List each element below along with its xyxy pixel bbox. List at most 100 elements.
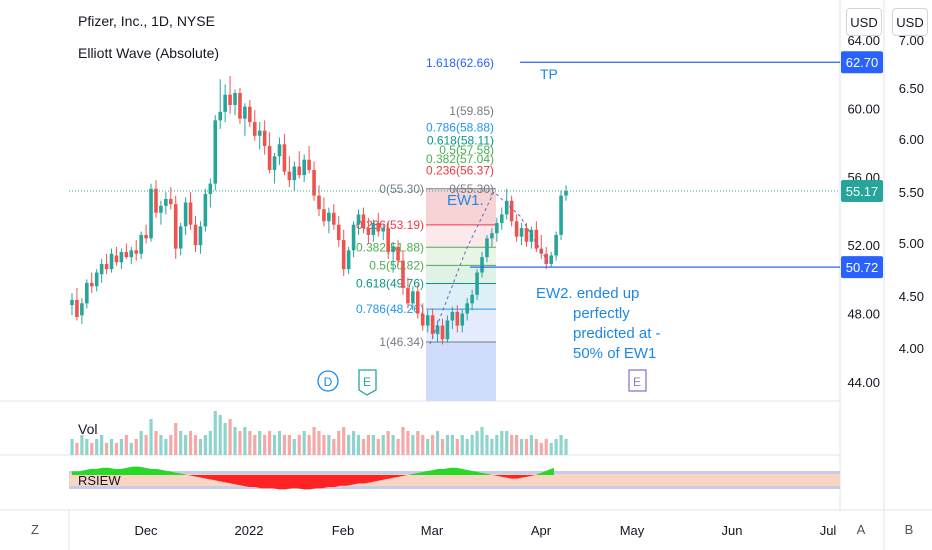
auto-scale-button[interactable]: A bbox=[856, 521, 866, 537]
volume-bar bbox=[253, 435, 257, 455]
volume-bar bbox=[519, 439, 524, 455]
volume-bar bbox=[159, 435, 163, 455]
volume-bar bbox=[233, 427, 237, 455]
price-label-box bbox=[841, 179, 883, 202]
candle-body bbox=[124, 252, 129, 258]
candle-body bbox=[534, 229, 539, 249]
volume-bar bbox=[440, 439, 445, 455]
candle-body bbox=[524, 228, 529, 242]
candle-body bbox=[203, 193, 208, 227]
candle-body bbox=[366, 228, 371, 235]
volume-bar bbox=[203, 435, 207, 455]
y-tick-left: 64.00 bbox=[847, 33, 880, 48]
candle-body bbox=[401, 260, 405, 288]
candle-body bbox=[302, 159, 306, 176]
volume-bar bbox=[223, 423, 227, 455]
volume-label: Vol bbox=[78, 421, 97, 437]
candle-body bbox=[287, 171, 292, 181]
volume-bar bbox=[317, 431, 321, 455]
volume-bar bbox=[327, 435, 331, 455]
candle-body bbox=[470, 294, 474, 304]
volume-bar bbox=[554, 439, 558, 455]
volume-bar bbox=[470, 435, 474, 455]
volume-bar bbox=[366, 435, 370, 455]
candle-body bbox=[465, 303, 469, 314]
volume-bar bbox=[465, 439, 469, 455]
volume-bar bbox=[277, 431, 282, 455]
price-label-box bbox=[841, 256, 883, 279]
candle-body bbox=[262, 130, 267, 147]
candle-body bbox=[416, 291, 420, 314]
fib-level-label: 0.618(49.76) bbox=[356, 277, 424, 291]
volume-bar bbox=[490, 439, 494, 455]
zoom-button[interactable]: Z bbox=[31, 521, 39, 537]
volume-bar bbox=[144, 435, 148, 455]
candle-body bbox=[129, 250, 134, 258]
volume-bar bbox=[124, 435, 128, 455]
volume-bar bbox=[431, 435, 435, 455]
currency-button-left[interactable]: USD bbox=[846, 8, 882, 36]
rsi-positive-area bbox=[72, 466, 554, 475]
candle-body bbox=[193, 224, 198, 246]
volume-bar bbox=[188, 431, 193, 455]
fib-level-label: 0.382(51.88) bbox=[356, 240, 424, 254]
volume-bar bbox=[386, 431, 390, 455]
price-label-box bbox=[841, 51, 883, 74]
candle-body bbox=[322, 209, 326, 222]
volume-bar bbox=[455, 439, 459, 455]
candle-body bbox=[80, 303, 84, 316]
volume-bar bbox=[322, 435, 326, 455]
x-tick-label: 2022 bbox=[235, 523, 264, 538]
volume-bar bbox=[104, 443, 109, 455]
fib-level-label: 0.786(48.26) bbox=[356, 302, 424, 316]
ew2-note-line: perfectly bbox=[573, 305, 630, 322]
candle-body bbox=[425, 315, 430, 326]
candle-body bbox=[327, 212, 331, 222]
candle-body bbox=[376, 222, 381, 232]
candle-body bbox=[267, 146, 272, 170]
volume-bar bbox=[435, 431, 440, 455]
candle-body bbox=[485, 238, 489, 258]
candle-body bbox=[70, 299, 74, 306]
x-tick-label: Jun bbox=[722, 523, 743, 538]
candle-body bbox=[109, 253, 114, 270]
volume-bar bbox=[75, 443, 79, 455]
candle-body bbox=[292, 166, 297, 181]
candle-body bbox=[554, 234, 558, 256]
candle-body bbox=[455, 311, 460, 326]
volume-bar bbox=[391, 435, 395, 455]
rsi-band-bottom bbox=[69, 486, 840, 489]
rsi-label: RSIEW bbox=[78, 473, 121, 488]
currency-button-right[interactable]: USD bbox=[892, 8, 928, 36]
candle-body bbox=[307, 159, 311, 170]
volume-bar bbox=[95, 439, 99, 455]
volume-bar bbox=[445, 435, 450, 455]
volume-bar bbox=[460, 435, 464, 455]
volume-bar bbox=[213, 411, 217, 455]
volume-bar bbox=[332, 439, 336, 455]
volume-bar bbox=[559, 435, 563, 455]
fib-extension-label: 0(55.30) bbox=[449, 182, 494, 196]
candle-body bbox=[430, 315, 435, 335]
candle-body bbox=[159, 205, 163, 213]
candle-body bbox=[104, 264, 109, 270]
candle-body bbox=[134, 250, 139, 254]
volume-bar bbox=[381, 435, 385, 455]
candle-body bbox=[257, 130, 262, 136]
volume-bar bbox=[119, 439, 123, 455]
volume-bar bbox=[263, 435, 267, 455]
volume-bar bbox=[356, 435, 361, 455]
scale-button[interactable]: B bbox=[904, 521, 914, 537]
candle-body bbox=[406, 287, 410, 304]
volume-bar bbox=[347, 435, 351, 455]
ew1-label: EW1. bbox=[447, 192, 484, 209]
volume-bar bbox=[475, 431, 479, 455]
candle-body bbox=[183, 202, 188, 227]
rsiew-indicator: RSIEW bbox=[69, 466, 840, 490]
volume-bar bbox=[411, 435, 415, 455]
volume-bar bbox=[100, 435, 104, 455]
candle-body bbox=[396, 246, 400, 261]
candle-body bbox=[317, 195, 321, 210]
y-tick-right: 4.50 bbox=[899, 289, 924, 304]
